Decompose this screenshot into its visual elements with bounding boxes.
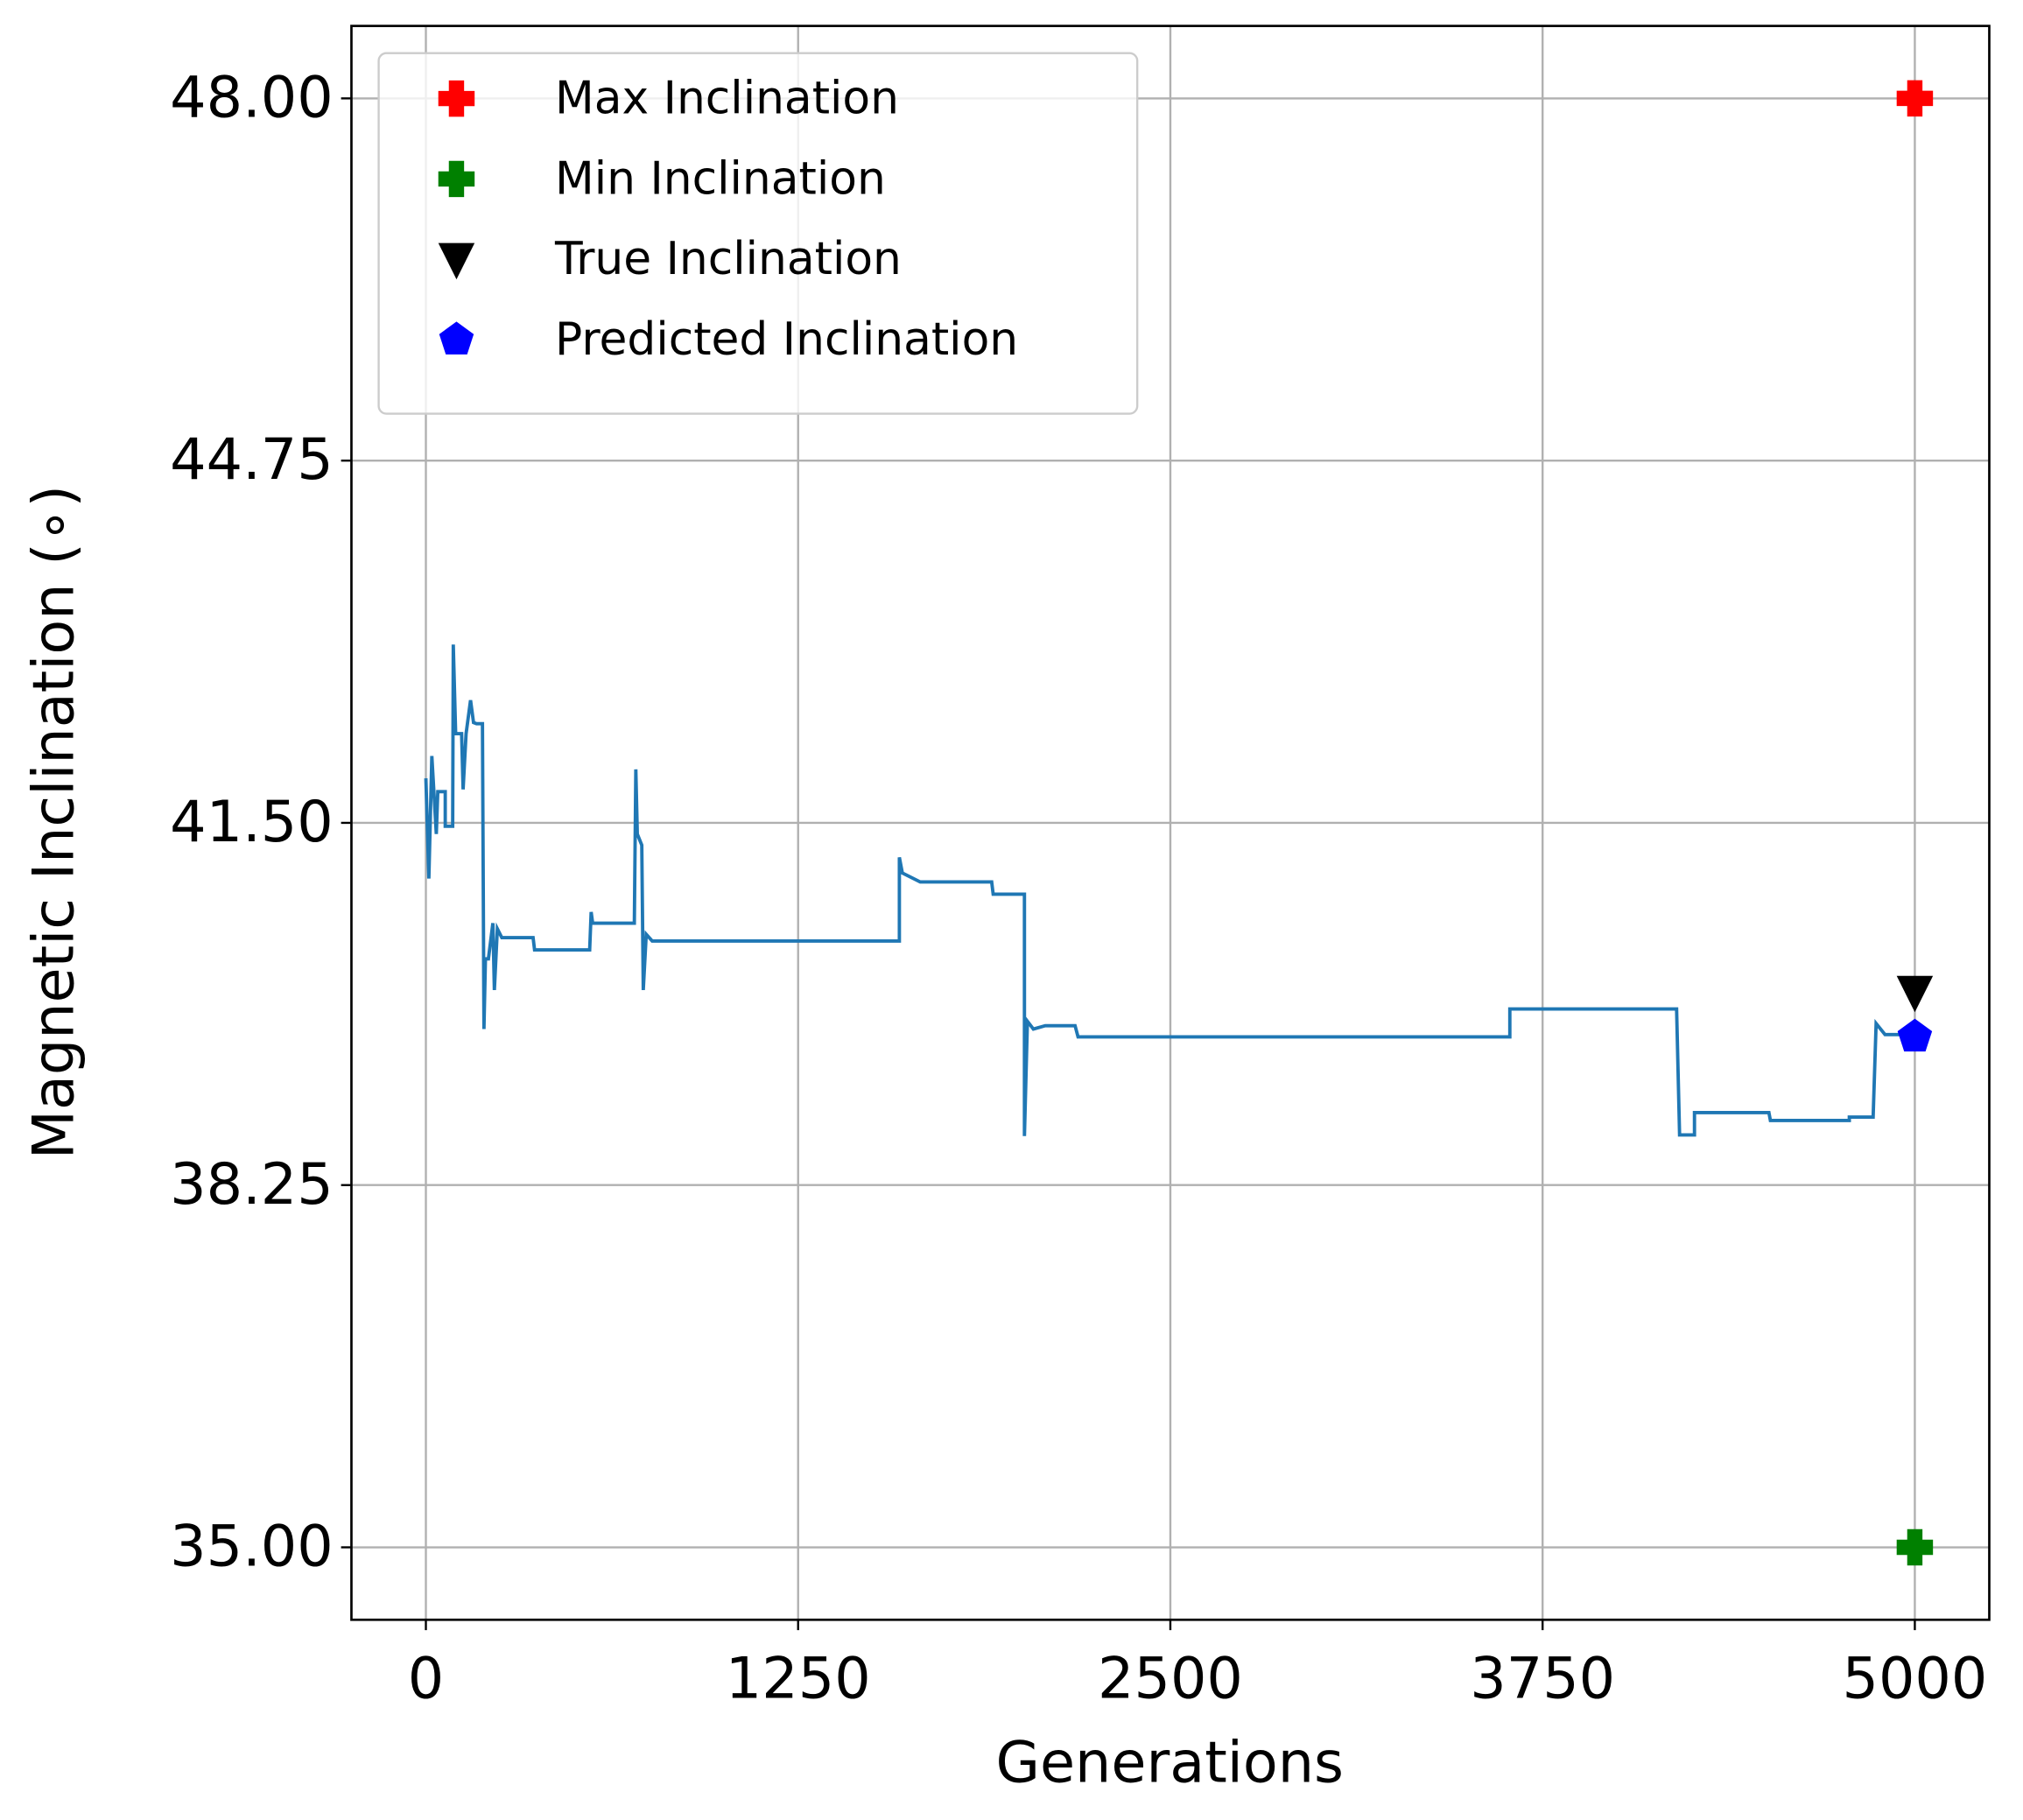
y-tick-label: 41.50 bbox=[170, 789, 334, 855]
marker bbox=[1896, 80, 1934, 117]
x-tick-label: 0 bbox=[408, 1645, 444, 1711]
y-tick-label: 44.75 bbox=[170, 426, 334, 493]
x-tick-label: 3750 bbox=[1470, 1645, 1615, 1711]
legend-marker bbox=[438, 80, 475, 117]
marker bbox=[1896, 1528, 1934, 1566]
y-axis-label: Magnetic Inclination (∘) bbox=[20, 485, 87, 1159]
legend: Max Inclination Min Inclination True Incli… bbox=[377, 52, 1139, 415]
legend-label: True Inclination bbox=[554, 233, 902, 285]
legend-label: Max Inclination bbox=[555, 73, 899, 125]
marker bbox=[1897, 1018, 1933, 1052]
y-tick-label: 38.25 bbox=[170, 1151, 334, 1218]
x-tick-label: 2500 bbox=[1098, 1645, 1243, 1711]
legend-marker bbox=[438, 242, 475, 280]
x-tick-label: 5000 bbox=[1843, 1645, 1988, 1711]
legend-label: Predicted Inclination bbox=[555, 313, 1018, 366]
plot-frame bbox=[350, 25, 1991, 1621]
legend-box bbox=[377, 52, 1139, 415]
y-tick-label: 35.00 bbox=[170, 1514, 334, 1580]
legend-marker bbox=[438, 160, 475, 198]
x-axis-label: Generations bbox=[995, 1730, 1344, 1796]
y-tick-label: 48.00 bbox=[170, 64, 334, 130]
data-line bbox=[424, 644, 1915, 1137]
marker bbox=[1896, 975, 1934, 1013]
x-tick-label: 1250 bbox=[726, 1645, 871, 1711]
legend-marker bbox=[439, 321, 474, 355]
legend-label: Min Inclination bbox=[555, 152, 886, 205]
